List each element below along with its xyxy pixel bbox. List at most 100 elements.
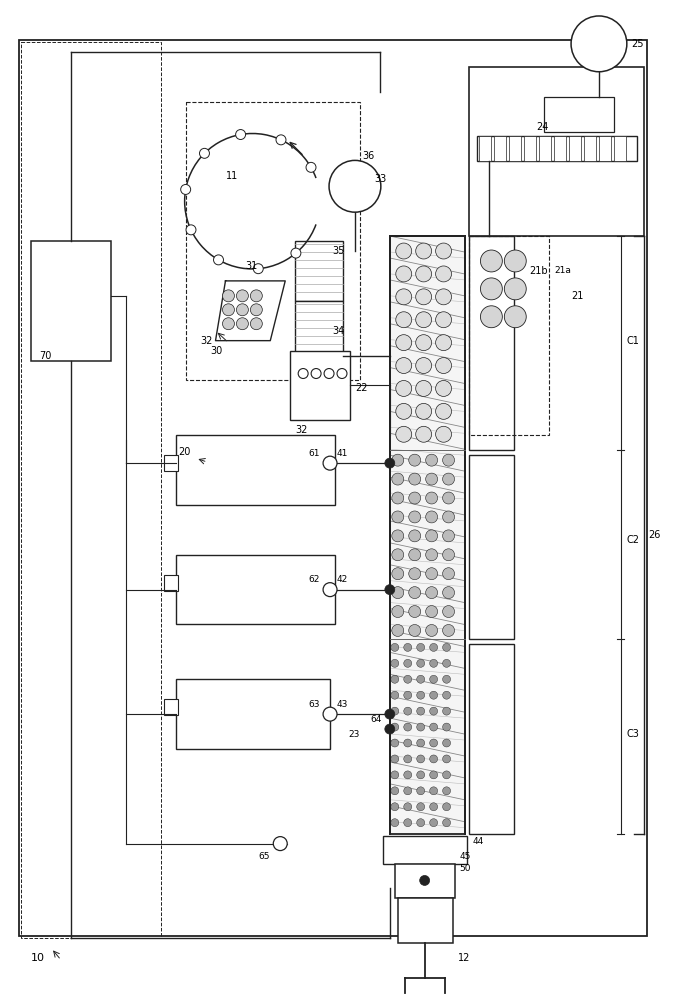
Text: C3: C3	[627, 729, 640, 739]
Circle shape	[425, 568, 438, 580]
Circle shape	[436, 358, 451, 374]
Circle shape	[443, 659, 451, 667]
Circle shape	[443, 624, 455, 636]
Text: 22: 22	[355, 383, 367, 393]
Circle shape	[430, 771, 438, 779]
Circle shape	[385, 724, 395, 734]
Bar	[614, 136, 626, 161]
Circle shape	[323, 456, 337, 470]
Circle shape	[298, 369, 308, 378]
Circle shape	[391, 643, 399, 651]
Circle shape	[436, 266, 451, 282]
Circle shape	[396, 312, 412, 328]
Circle shape	[430, 707, 438, 715]
Circle shape	[480, 278, 502, 300]
Text: 44: 44	[473, 837, 484, 846]
Circle shape	[504, 306, 526, 328]
Circle shape	[409, 492, 421, 504]
Bar	[599, 136, 611, 161]
Circle shape	[404, 659, 412, 667]
Bar	[31, 241, 111, 361]
Circle shape	[396, 266, 412, 282]
Circle shape	[425, 473, 438, 485]
Bar	[185, 102, 360, 380]
Circle shape	[385, 709, 395, 719]
Text: 62: 62	[308, 575, 319, 584]
Bar	[290, 351, 350, 420]
Circle shape	[404, 739, 412, 747]
Circle shape	[392, 492, 404, 504]
Circle shape	[416, 403, 432, 419]
Circle shape	[409, 511, 421, 523]
Circle shape	[420, 875, 430, 885]
Bar	[569, 136, 581, 161]
Circle shape	[417, 787, 425, 795]
Circle shape	[274, 837, 287, 851]
Text: 70: 70	[39, 351, 51, 361]
Circle shape	[416, 266, 432, 282]
Text: 41: 41	[337, 449, 348, 458]
Circle shape	[425, 549, 438, 561]
Text: 23: 23	[348, 730, 359, 739]
Circle shape	[392, 606, 404, 618]
Bar	[469, 236, 514, 450]
Circle shape	[392, 530, 404, 542]
Circle shape	[323, 583, 337, 597]
Bar	[390, 236, 464, 834]
Bar	[295, 241, 343, 301]
Text: C1: C1	[627, 336, 640, 346]
Bar	[469, 236, 549, 435]
Circle shape	[396, 289, 412, 305]
Circle shape	[430, 755, 438, 763]
Circle shape	[237, 290, 248, 302]
Circle shape	[200, 148, 209, 158]
Circle shape	[417, 643, 425, 651]
Circle shape	[409, 624, 421, 636]
Circle shape	[404, 803, 412, 811]
Circle shape	[392, 473, 404, 485]
Circle shape	[443, 473, 455, 485]
Text: 35: 35	[332, 246, 345, 256]
Circle shape	[425, 624, 438, 636]
Bar	[21, 42, 161, 938]
Circle shape	[430, 643, 438, 651]
Circle shape	[416, 358, 432, 374]
Bar	[176, 435, 335, 505]
Circle shape	[392, 511, 404, 523]
Circle shape	[404, 771, 412, 779]
Text: 31: 31	[246, 261, 258, 271]
Bar	[469, 455, 514, 639]
Circle shape	[391, 723, 399, 731]
Circle shape	[443, 530, 455, 542]
Bar	[477, 136, 637, 161]
Circle shape	[417, 691, 425, 699]
Bar	[395, 864, 455, 898]
Circle shape	[404, 755, 412, 763]
Circle shape	[392, 587, 404, 599]
Circle shape	[237, 318, 248, 330]
Circle shape	[181, 184, 191, 194]
Circle shape	[391, 739, 399, 747]
Text: 26: 26	[648, 530, 661, 540]
Circle shape	[571, 16, 627, 72]
Bar	[295, 301, 343, 361]
Circle shape	[443, 707, 451, 715]
Circle shape	[430, 723, 438, 731]
Circle shape	[443, 675, 451, 683]
Circle shape	[337, 369, 347, 378]
Circle shape	[430, 803, 438, 811]
Circle shape	[213, 255, 224, 265]
Circle shape	[443, 739, 451, 747]
Circle shape	[409, 454, 421, 466]
Text: 32: 32	[295, 425, 308, 435]
Text: 32: 32	[200, 336, 213, 346]
Text: C2: C2	[627, 535, 640, 545]
Text: 21a: 21a	[554, 266, 571, 275]
Circle shape	[391, 803, 399, 811]
Circle shape	[409, 568, 421, 580]
Circle shape	[443, 755, 451, 763]
Circle shape	[306, 162, 316, 172]
Circle shape	[443, 771, 451, 779]
Circle shape	[443, 819, 451, 827]
Circle shape	[417, 819, 425, 827]
